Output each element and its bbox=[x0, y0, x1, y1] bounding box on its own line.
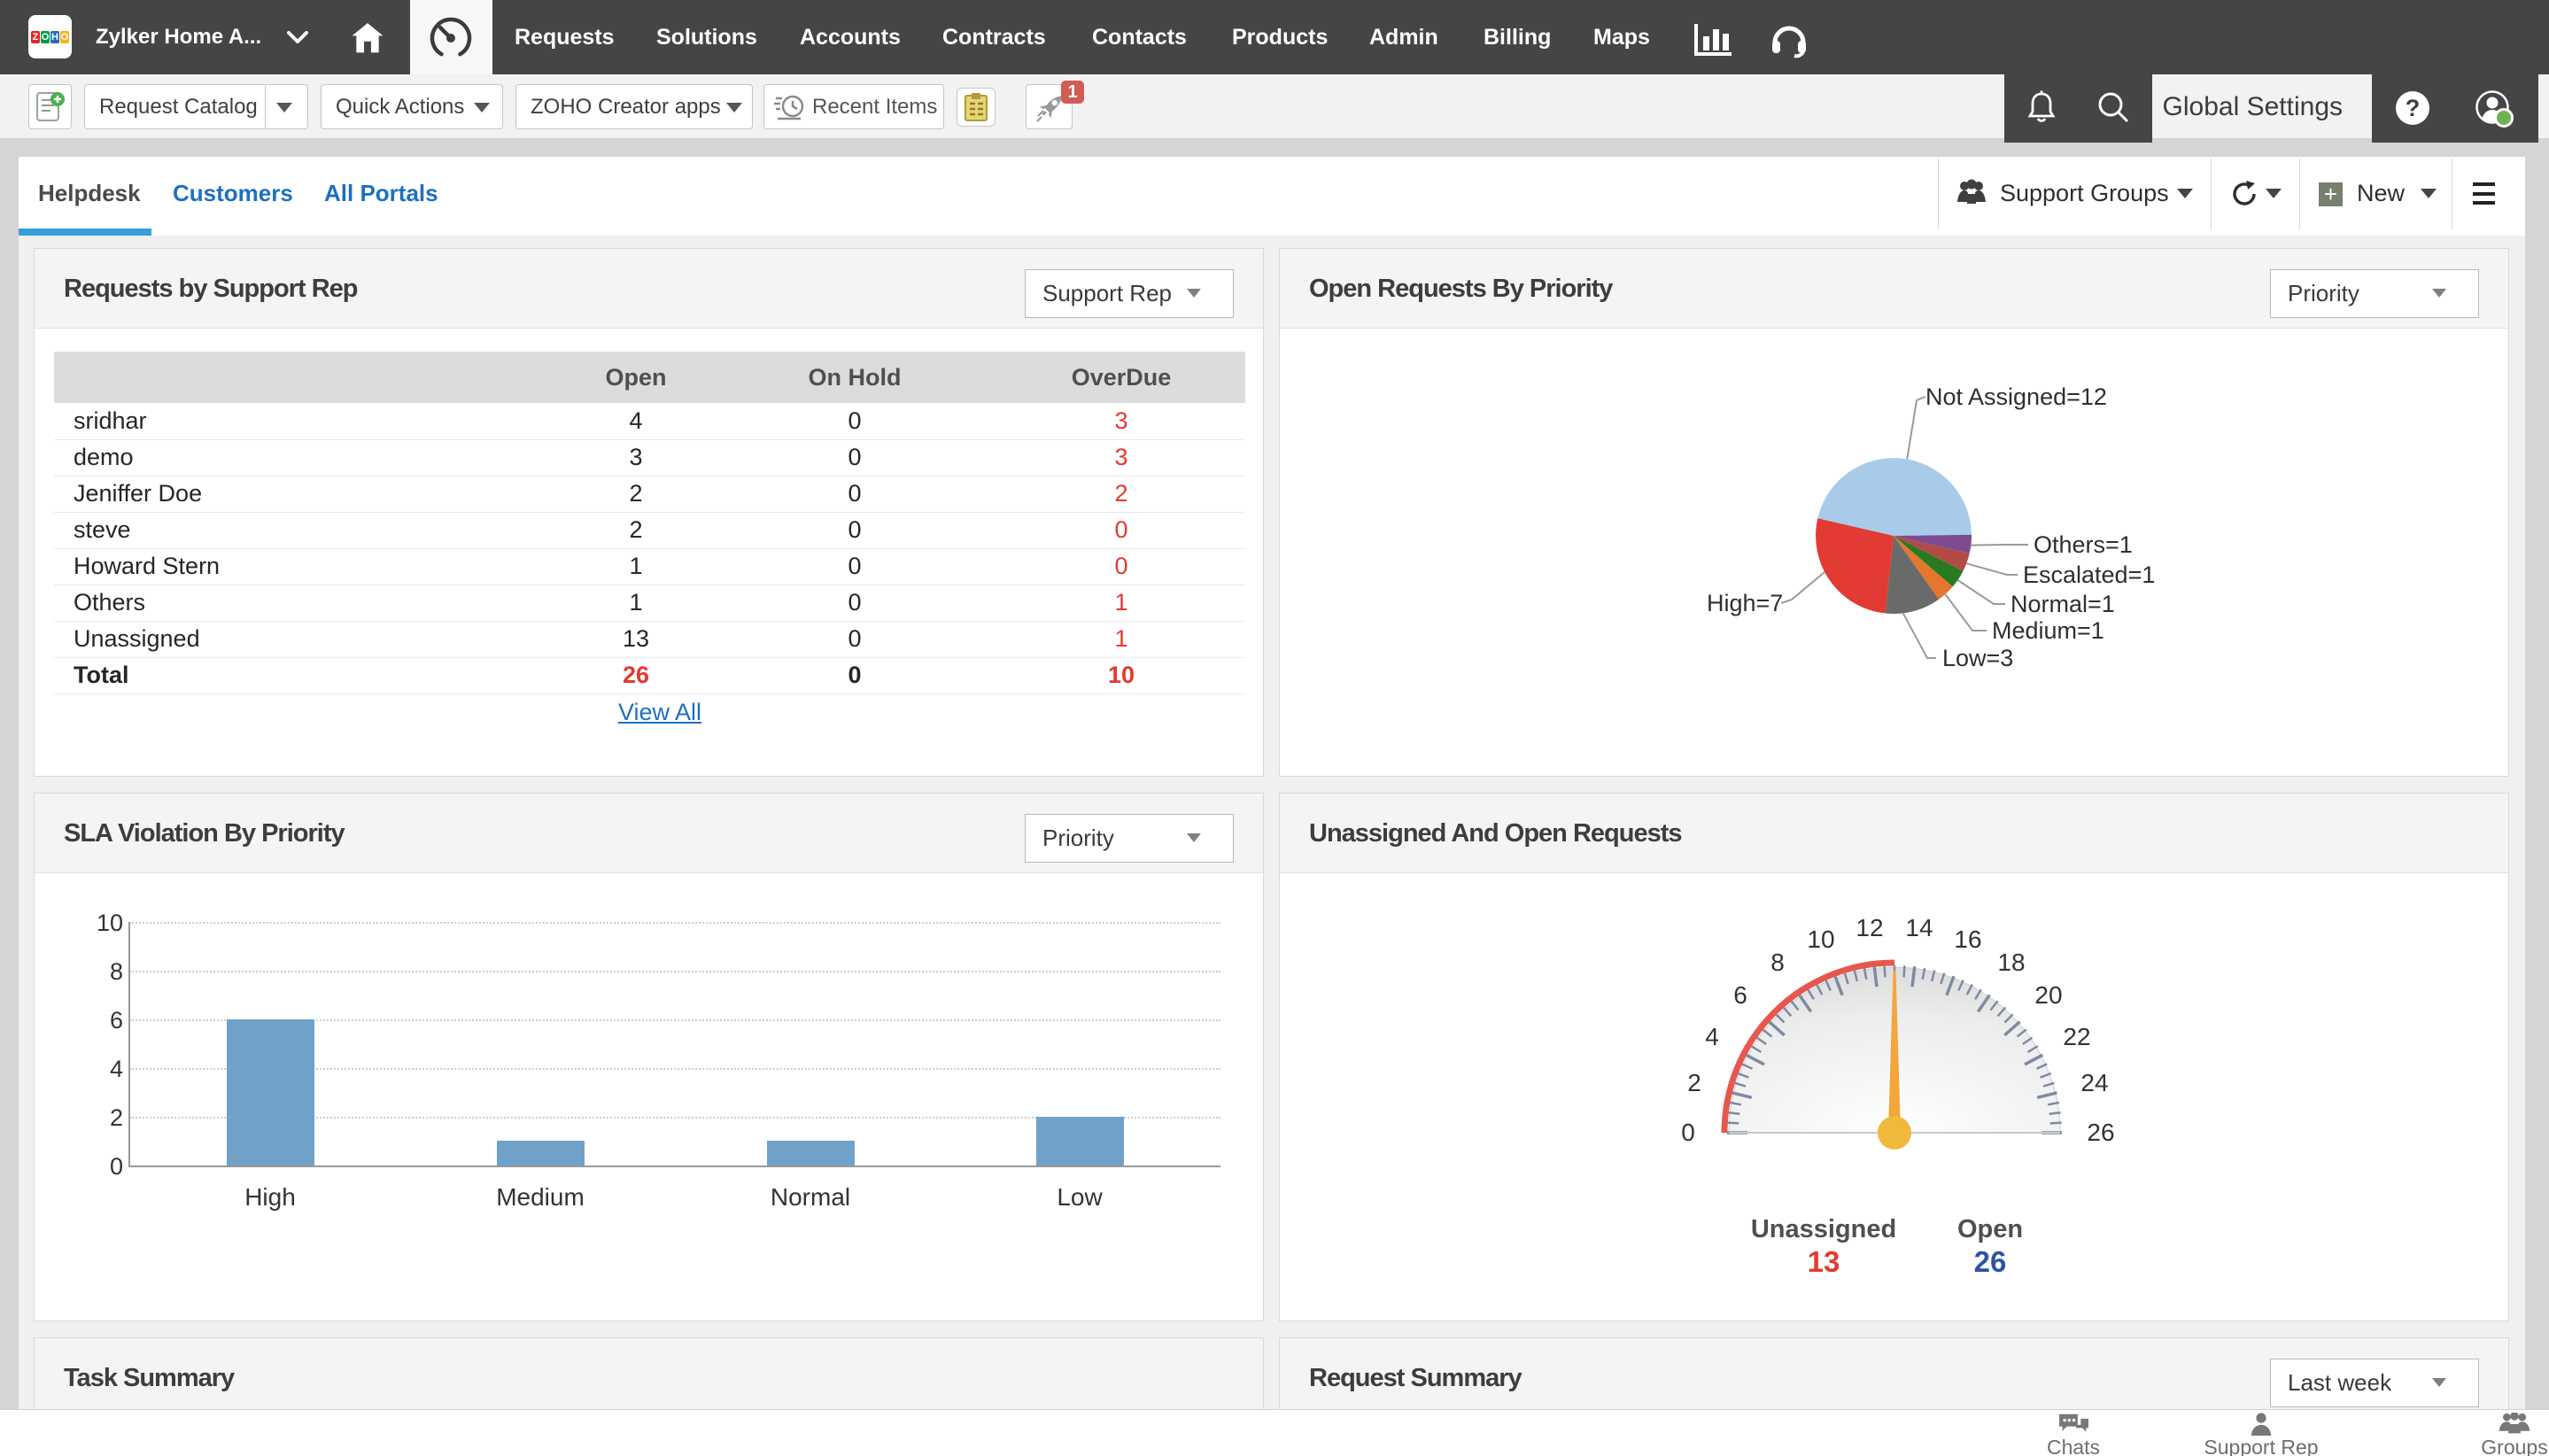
svg-text:18: 18 bbox=[1997, 949, 2025, 976]
svg-text:26: 26 bbox=[2087, 1119, 2114, 1146]
svg-text:24: 24 bbox=[2080, 1069, 2108, 1096]
svg-text:14: 14 bbox=[1905, 914, 1933, 941]
svg-text:2: 2 bbox=[1687, 1069, 1701, 1096]
svg-text:22: 22 bbox=[2063, 1023, 2090, 1050]
svg-text:0: 0 bbox=[1681, 1119, 1695, 1146]
svg-text:6: 6 bbox=[1733, 981, 1747, 1009]
svg-text:4: 4 bbox=[1705, 1023, 1719, 1050]
svg-text:8: 8 bbox=[1770, 949, 1785, 976]
svg-text:16: 16 bbox=[1954, 925, 1981, 953]
svg-text:12: 12 bbox=[1856, 914, 1883, 941]
svg-text:20: 20 bbox=[2034, 981, 2062, 1009]
svg-text:10: 10 bbox=[1807, 925, 1834, 953]
